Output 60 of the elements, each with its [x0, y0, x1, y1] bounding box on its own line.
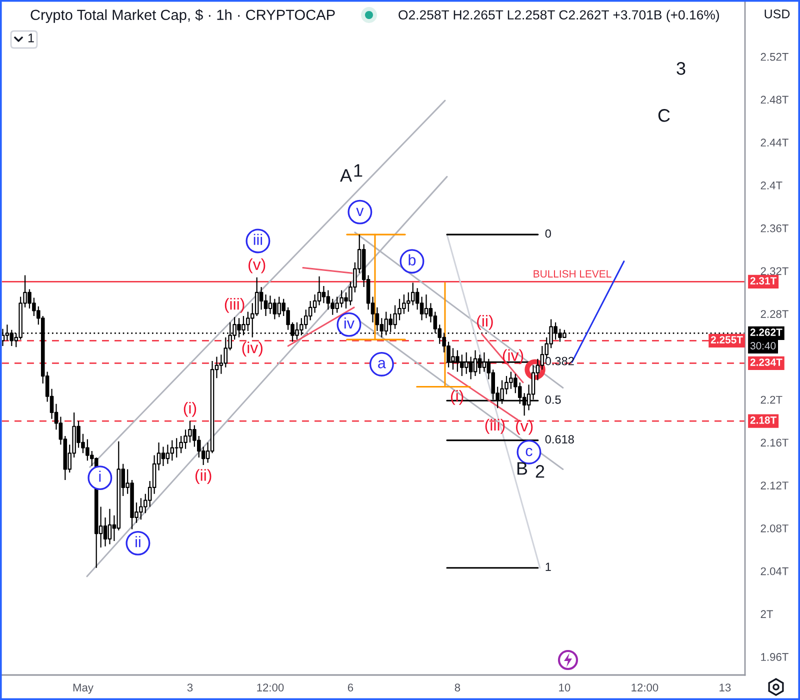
- y-tick-label: 2.16T: [760, 438, 788, 447]
- annotation: 1: [28, 34, 34, 42]
- annotation: 0.618: [545, 435, 574, 444]
- annotation: iv: [344, 317, 354, 329]
- annotation: a: [378, 360, 386, 368]
- annotation: (ii): [477, 314, 493, 330]
- annotation: C: [658, 109, 670, 122]
- x-tick-label: 8: [454, 684, 460, 692]
- annotation: i: [99, 470, 101, 482]
- y-tick-label: 2T: [760, 610, 773, 618]
- annotation: (v): [516, 420, 533, 435]
- ref-line-label: 2.31T: [750, 277, 777, 285]
- y-tick-label: 2.32T: [760, 267, 788, 276]
- x-tick-label: 10: [559, 684, 570, 692]
- ref-line-label: 2.262T: [750, 328, 782, 336]
- x-tick-label: 6: [348, 684, 354, 692]
- y-tick-label: 1.96T: [761, 653, 788, 661]
- x-tick-label: May: [73, 684, 94, 694]
- annotation: 2: [536, 465, 544, 478]
- annotation: (ii): [195, 469, 212, 484]
- ref-line-label: 2.18T: [750, 416, 777, 424]
- y-tick-label: 2.04T: [760, 567, 788, 576]
- annotation: 0.5: [545, 395, 561, 404]
- text: USD: [764, 10, 790, 18]
- ref-line-label: 2.255T: [710, 336, 743, 344]
- y-tick-label: 2.08T: [760, 524, 788, 532]
- annotation: iii: [254, 234, 262, 245]
- annotation: (i): [184, 402, 196, 417]
- y-tick-label: 2.2T: [760, 396, 782, 404]
- annotation: v: [356, 208, 364, 216]
- y-tick-label: 2.48T: [760, 96, 788, 104]
- annotation: ii: [136, 536, 140, 548]
- annotation: (iv): [242, 342, 262, 356]
- x-tick-label: 12:00: [632, 684, 658, 692]
- ref-line-label: 2.234T: [750, 358, 782, 366]
- chart-title: Crypto Total Market Cap, $ · 1h · CRYPTOCAP: [30, 9, 335, 23]
- annotation: 0: [545, 229, 551, 238]
- annotation: (iv): [502, 349, 524, 364]
- annotation: (v): [248, 258, 266, 274]
- annotation: 1: [546, 562, 551, 571]
- text: 30:40: [750, 342, 776, 350]
- y-tick-label: 2.36T: [760, 224, 788, 232]
- annotation: BULLISH LEVEL: [534, 270, 612, 278]
- annotation: 3: [676, 62, 686, 75]
- annotation: c: [526, 448, 532, 456]
- annotation: b: [408, 254, 416, 266]
- text: O2.258T H2.265T L2.258T C2.262T +3.701B (+0.16%): [398, 10, 719, 22]
- x-tick-label: 13: [720, 684, 731, 692]
- annotation: (iii): [224, 298, 244, 313]
- x-tick-label: 12:00: [257, 684, 284, 692]
- x-tick-label: 3: [187, 684, 193, 692]
- y-tick-label: 2.52T: [760, 52, 788, 61]
- y-tick-label: 2.28T: [760, 310, 788, 318]
- annotation: A: [340, 169, 352, 182]
- y-tick-label: 2.12T: [760, 482, 788, 490]
- annotation: B: [517, 462, 528, 475]
- y-tick-label: 2.44T: [760, 138, 788, 146]
- annotation: (iii): [485, 418, 505, 434]
- annotation: 1: [354, 164, 362, 177]
- y-tick-label: 2.4T: [760, 182, 782, 190]
